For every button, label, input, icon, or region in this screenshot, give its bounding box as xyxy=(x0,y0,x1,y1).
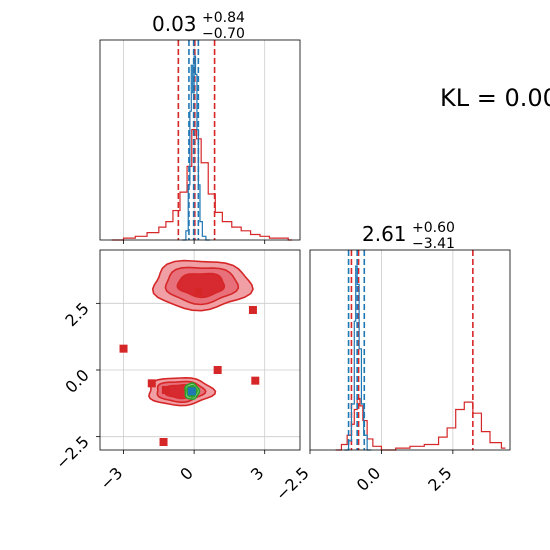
title-right-value: 2.61 xyxy=(362,222,407,246)
hist-series-red xyxy=(111,129,293,241)
x-tick-label: −2.5 xyxy=(272,463,313,504)
kl-label: KL = 0.00 xyxy=(440,84,550,112)
marker-point-red xyxy=(213,366,222,374)
hist-series-red xyxy=(335,397,506,451)
marker-point-red xyxy=(161,386,170,394)
x-tick-label: 0.0 xyxy=(353,463,384,494)
x-tick-label: 3 xyxy=(247,463,268,484)
marker-point-blue xyxy=(187,387,196,396)
title-top-minus: −0.70 xyxy=(202,26,245,42)
marker-point-red xyxy=(248,306,257,314)
marker-point-red xyxy=(147,379,156,388)
title-right-minus: −3.41 xyxy=(412,236,455,252)
marker-point-red xyxy=(159,438,168,446)
title-top-plus: +0.84 xyxy=(202,10,245,26)
panel-frame xyxy=(99,39,301,241)
y-tick-label: 0.0 xyxy=(61,365,92,396)
x-tick-label: 2.5 xyxy=(424,463,455,494)
marker-point-red xyxy=(194,287,203,296)
joint-group xyxy=(119,259,260,446)
marker-point-red xyxy=(119,344,128,353)
title-top-value: 0.03 xyxy=(152,12,197,36)
marker-point-red xyxy=(251,376,260,385)
y-tick-label: −2.5 xyxy=(52,432,93,473)
panel-frame xyxy=(99,249,301,451)
x-tick-label: −3 xyxy=(96,463,126,493)
contour-level-red xyxy=(176,272,226,299)
hist-series-blue xyxy=(182,55,210,241)
y-tick-label: 2.5 xyxy=(61,299,92,330)
x-tick-label: 0 xyxy=(176,463,197,484)
title-right-plus: +0.60 xyxy=(412,220,455,236)
panel-frame xyxy=(309,249,511,451)
